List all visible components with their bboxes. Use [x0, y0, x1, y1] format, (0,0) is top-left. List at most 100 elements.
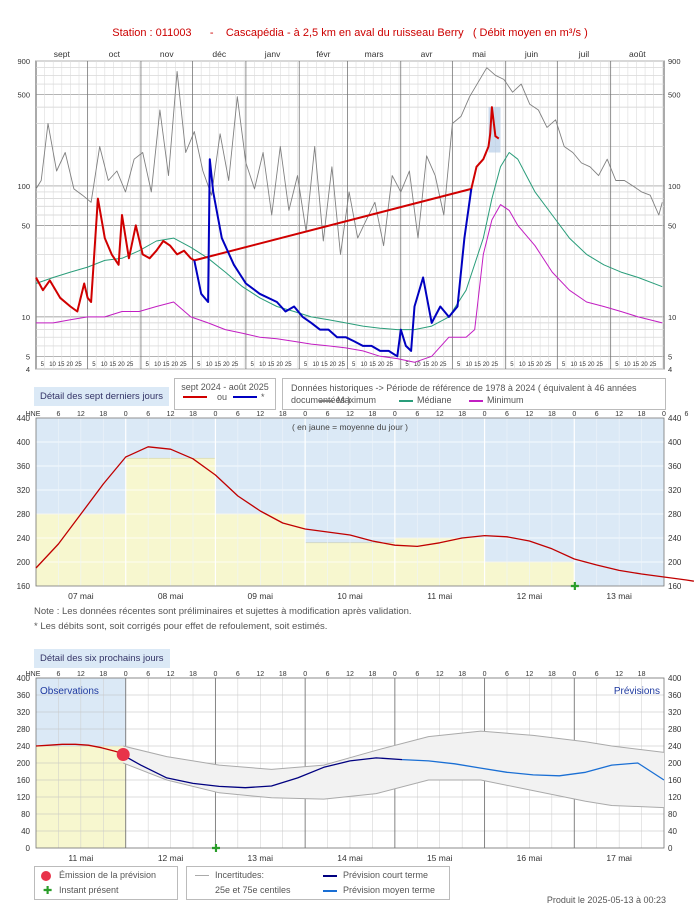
day-tick-label: 25 — [650, 362, 657, 368]
day-tick-label: 25 — [285, 362, 292, 368]
last7-hour-label: 0 — [662, 411, 666, 418]
observations-label: Observations — [40, 686, 99, 697]
emission-marker-icon — [41, 871, 51, 881]
last7-day-label: 11 mai — [427, 591, 452, 601]
last7-ytick-left: 360 — [17, 462, 31, 471]
last7-ytick-left: 240 — [17, 534, 31, 543]
day-tick-label: 5 — [352, 362, 356, 368]
annual-ytick-right: 500 — [668, 90, 681, 99]
forecast-hour-label: 6 — [326, 671, 330, 678]
day-tick-label: 20 — [330, 362, 337, 368]
tab-last-seven-days[interactable]: Détail des sept derniers jours — [34, 387, 170, 406]
uncertainty-low-line — [123, 762, 665, 809]
title-dash: - — [209, 27, 214, 39]
day-tick-label: 15 — [163, 362, 170, 368]
legend-instant: Instant présent — [59, 885, 119, 895]
forecast-hour-label: 12 — [526, 671, 534, 678]
annual-ytick-right: 50 — [668, 221, 676, 230]
legend-ou: ou — [217, 392, 228, 402]
last7-frame — [35, 417, 665, 587]
forecast-ytick-left: 80 — [21, 810, 30, 819]
day-tick-label: 25 — [232, 362, 239, 368]
forecast-ytick-right: 0 — [668, 844, 673, 853]
last7-ytick-left: 320 — [17, 486, 31, 495]
annual-ytick-right: 10 — [668, 313, 676, 322]
forecast-hour-label: 18 — [99, 671, 107, 678]
legend-incert: Incertitudes: — [215, 870, 265, 880]
last7-day-label: 13 mai — [606, 591, 632, 601]
forecast-hour-label: 12 — [77, 671, 85, 678]
forecast-hour-label: HNE — [26, 671, 41, 678]
day-tick-label: 5 — [457, 362, 461, 368]
day-tick-label: 15 — [423, 362, 430, 368]
last7-ytick-left: 400 — [17, 438, 31, 447]
series-median-line — [35, 152, 663, 331]
forecast-ytick-left: 200 — [17, 759, 31, 768]
last7-hour-label: 6 — [415, 411, 419, 418]
forecast-ytick-left: 160 — [17, 776, 31, 785]
legend-min-swatch — [469, 400, 483, 402]
last7-ytick-right: 280 — [668, 510, 682, 519]
month-label: mai — [472, 49, 486, 59]
forecast-hour-label: 18 — [458, 671, 466, 678]
present-marker-icon: ✚ — [570, 581, 579, 593]
day-tick-label: 10 — [154, 362, 161, 368]
day-tick-label: 5 — [146, 362, 150, 368]
last7-ytick-left: 160 — [17, 582, 31, 591]
forecast-hour-label: 6 — [236, 671, 240, 678]
day-tick-label: 10 — [312, 362, 319, 368]
forecast-ytick-left: 240 — [17, 742, 31, 751]
day-tick-label: 25 — [127, 362, 134, 368]
last7-hour-label: 0 — [393, 411, 397, 418]
day-tick-label: 15 — [579, 362, 586, 368]
last7-hour-label: 0 — [303, 411, 307, 418]
forecast-ytick-right: 240 — [668, 742, 682, 751]
last7-ytick-right: 360 — [668, 462, 682, 471]
forecast-hour-label: 0 — [572, 671, 576, 678]
forecast-ytick-left: 360 — [17, 691, 31, 700]
month-label: janv — [264, 49, 281, 59]
day-tick-label: 15 — [369, 362, 376, 368]
uncertainty-band — [123, 731, 664, 808]
forecast-hour-label: 12 — [615, 671, 623, 678]
day-tick-label: 10 — [519, 362, 526, 368]
annual-ytick-left: 5 — [26, 352, 30, 361]
legend-incert2: 25e et 75e centiles — [215, 885, 291, 895]
annual-ytick-left: 100 — [17, 182, 30, 191]
day-tick-label: 10 — [206, 362, 213, 368]
day-tick-label: 10 — [571, 362, 578, 368]
tab-next-six-days[interactable]: Détail des six prochains jours — [34, 649, 170, 668]
forecast-ytick-left: 40 — [21, 827, 30, 836]
forecast-ytick-right: 40 — [668, 827, 677, 836]
last7-ytick-left: 440 — [17, 414, 31, 423]
last7-hour-label: 12 — [167, 411, 175, 418]
forecast-ytick-right: 80 — [668, 810, 677, 819]
annual-ytick-left: 900 — [17, 57, 30, 66]
forecast-ytick-right: 360 — [668, 691, 682, 700]
forecast-hour-label: 0 — [393, 671, 397, 678]
month-label: oct — [109, 49, 121, 59]
day-tick-label: 10 — [259, 362, 266, 368]
forecast-day-label: 15 mai — [427, 853, 453, 863]
day-tick-label: 10 — [466, 362, 473, 368]
station-id: Station : 011003 — [112, 27, 192, 39]
day-tick-label: 15 — [528, 362, 535, 368]
day-tick-label: 20 — [641, 362, 648, 368]
day-tick-label: 20 — [171, 362, 178, 368]
last7-ytick-right: 160 — [668, 582, 682, 591]
legend-max-swatch — [319, 400, 333, 402]
title-unit: ( Débit moyen en m³/s ) — [472, 27, 588, 39]
day-tick-label: 5 — [405, 362, 409, 368]
last7-hour-label: 18 — [99, 411, 107, 418]
day-tick-label: 10 — [49, 362, 56, 368]
legend-star: * — [261, 392, 265, 402]
last7-hour-label: 18 — [189, 411, 197, 418]
produced-timestamp: Produit le 2025-05-13 à 00:23 — [546, 895, 666, 905]
day-tick-label: 5 — [510, 362, 514, 368]
last7-day-label: 08 mai — [158, 591, 184, 601]
day-tick-label: 15 — [321, 362, 328, 368]
legend-incert-swatch — [195, 875, 209, 876]
forecast-day-label: 13 mai — [248, 853, 274, 863]
month-label: nov — [160, 49, 174, 59]
